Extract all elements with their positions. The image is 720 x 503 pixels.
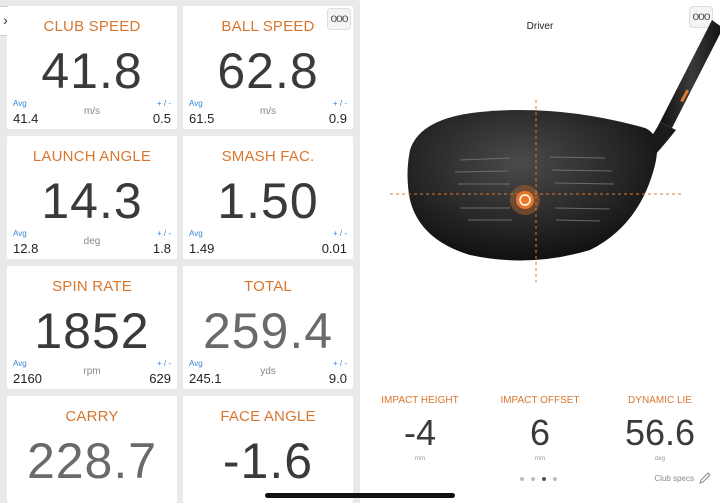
tile-label: SPIN RATE (52, 278, 132, 295)
plus-minus-label: + / - (332, 229, 347, 238)
tile-value: 62.8 (217, 43, 319, 99)
page-dot[interactable] (553, 477, 557, 481)
tile-ball-speed[interactable]: BALL SPEED 62.8 Avg 61.5 m/s + / - 0.9 o… (183, 6, 353, 129)
plus-minus-label: + / - (156, 359, 171, 368)
avg-value: 1.49 (189, 241, 215, 256)
more-icon: ooo (692, 9, 710, 23)
metrics-panel: › CLUB SPEED 41.8 Avg 41.4 m/s + / - 0.5… (0, 6, 353, 503)
plus-minus-value: 0.01 (321, 241, 347, 256)
impact-value: 56.6 (624, 412, 696, 453)
unit-label: deg (83, 236, 101, 247)
club-shaft (660, 20, 720, 128)
impact-value: 6 (529, 412, 551, 453)
tile-value: 41.8 (41, 43, 143, 99)
plus-minus-value: 9.0 (328, 371, 347, 386)
tile-value: 1.50 (217, 173, 319, 229)
tile-label: BALL SPEED (221, 18, 315, 35)
tile-spin-rate[interactable]: SPIN RATE 1852 Avg 2160 rpm + / - 629 (7, 266, 177, 389)
pencil-icon[interactable] (698, 471, 712, 485)
impact-unit: mm (535, 456, 545, 462)
unit-label: rpm (83, 366, 101, 377)
tile-value: 228.7 (26, 433, 158, 489)
tile-club-speed[interactable]: CLUB SPEED 41.8 Avg 41.4 m/s + / - 0.5 (7, 6, 177, 129)
dynamic-lie: DYNAMIC LIE 56.6 deg (600, 395, 720, 462)
tile-label: FACE ANGLE (220, 408, 316, 425)
avg-value: 41.4 (13, 111, 39, 126)
impact-label: IMPACT HEIGHT (381, 395, 459, 406)
plus-minus-value: 0.5 (152, 111, 171, 126)
tile-value: 259.4 (202, 303, 334, 359)
tile-value: -1.6 (222, 433, 314, 489)
tile-face-angle[interactable]: FACE ANGLE -1.6 (183, 396, 353, 503)
club-head (407, 110, 658, 261)
tile-smash-factor[interactable]: SMASH FAC. 1.50 Avg 1.49 + / - 0.01 (183, 136, 353, 259)
impact-offset: IMPACT OFFSET 6 mm (480, 395, 600, 462)
plus-minus-label: + / - (332, 99, 347, 108)
avg-label: Avg (13, 359, 27, 368)
unit-label: m/s (83, 106, 101, 117)
tile-launch-angle[interactable]: LAUNCH ANGLE 14.3 Avg 12.8 deg + / - 1.8 (7, 136, 177, 259)
home-indicator[interactable] (265, 493, 455, 498)
unit-label: yds (260, 366, 276, 377)
avg-value: 2160 (13, 371, 42, 386)
tile-value: 14.3 (41, 173, 143, 229)
club-specs-link[interactable]: Club specs (654, 474, 694, 483)
tile-label: CLUB SPEED (43, 18, 141, 35)
page-dot-active[interactable] (542, 477, 546, 481)
page-dot[interactable] (531, 477, 535, 481)
tile-label: LAUNCH ANGLE (32, 148, 152, 165)
impact-value: -4 (403, 412, 436, 453)
impact-label: DYNAMIC LIE (628, 395, 692, 406)
impact-height: IMPACT HEIGHT -4 mm (360, 395, 480, 462)
unit-label: m/s (259, 106, 277, 117)
chevron-right-icon: › (3, 12, 8, 28)
tile-label: TOTAL (244, 278, 292, 295)
plus-minus-label: + / - (156, 99, 171, 108)
tiles-menu-button[interactable]: ooo (327, 8, 351, 30)
avg-value: 12.8 (13, 241, 39, 256)
club-title: Driver (526, 21, 554, 32)
tile-carry[interactable]: CARRY 228.7 (7, 396, 177, 503)
shaft-orange-band (680, 89, 690, 103)
tile-label: SMASH FAC. (221, 148, 315, 165)
plus-minus-label: + / - (156, 229, 171, 238)
plus-minus-value: 1.8 (152, 241, 171, 256)
tile-label: CARRY (65, 408, 119, 425)
impact-label: IMPACT OFFSET (500, 395, 580, 406)
impact-unit: deg (654, 456, 665, 462)
avg-label: Avg (13, 99, 27, 108)
avg-value: 61.5 (189, 111, 215, 126)
more-icon: ooo (330, 11, 348, 25)
avg-label: Avg (189, 359, 203, 368)
avg-label: Avg (189, 99, 203, 108)
club-menu-button[interactable]: ooo (689, 6, 713, 28)
plus-minus-value: 629 (149, 371, 171, 386)
plus-minus-value: 0.9 (328, 111, 347, 126)
avg-value: 245.1 (189, 371, 222, 386)
avg-label: Avg (13, 229, 27, 238)
tile-total[interactable]: TOTAL 259.4 Avg 245.1 yds + / - 9.0 (183, 266, 353, 389)
avg-label: Avg (189, 229, 203, 238)
impact-unit: mm (415, 456, 425, 462)
plus-minus-label: + / - (332, 359, 347, 368)
tile-value: 1852 (34, 303, 150, 359)
page-dot[interactable] (520, 477, 524, 481)
club-panel: Driver ooo (360, 0, 720, 503)
driver-club-image (390, 20, 720, 282)
